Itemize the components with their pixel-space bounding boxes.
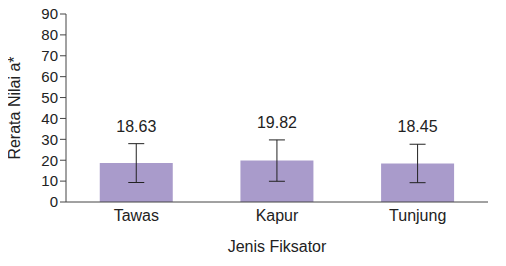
svg-text:Rerata Nilai a*: Rerata Nilai a* [8,56,23,159]
svg-text:70: 70 [41,47,58,64]
svg-text:20: 20 [41,152,58,169]
svg-text:40: 40 [41,110,58,127]
svg-text:Tunjung: Tunjung [389,207,446,224]
svg-text:Jenis Fiksator: Jenis Fiksator [228,238,327,255]
svg-text:50: 50 [41,89,58,106]
svg-text:18.63: 18.63 [116,118,156,135]
svg-text:0: 0 [50,193,58,210]
svg-text:90: 90 [41,8,58,22]
svg-text:18.45: 18.45 [398,118,438,135]
svg-text:10: 10 [41,172,58,189]
svg-text:19.82: 19.82 [257,114,297,131]
svg-text:60: 60 [41,68,58,85]
svg-text:Kapur: Kapur [256,207,299,224]
svg-text:80: 80 [41,26,58,43]
svg-text:30: 30 [41,131,58,148]
svg-text:Tawas: Tawas [114,207,159,224]
